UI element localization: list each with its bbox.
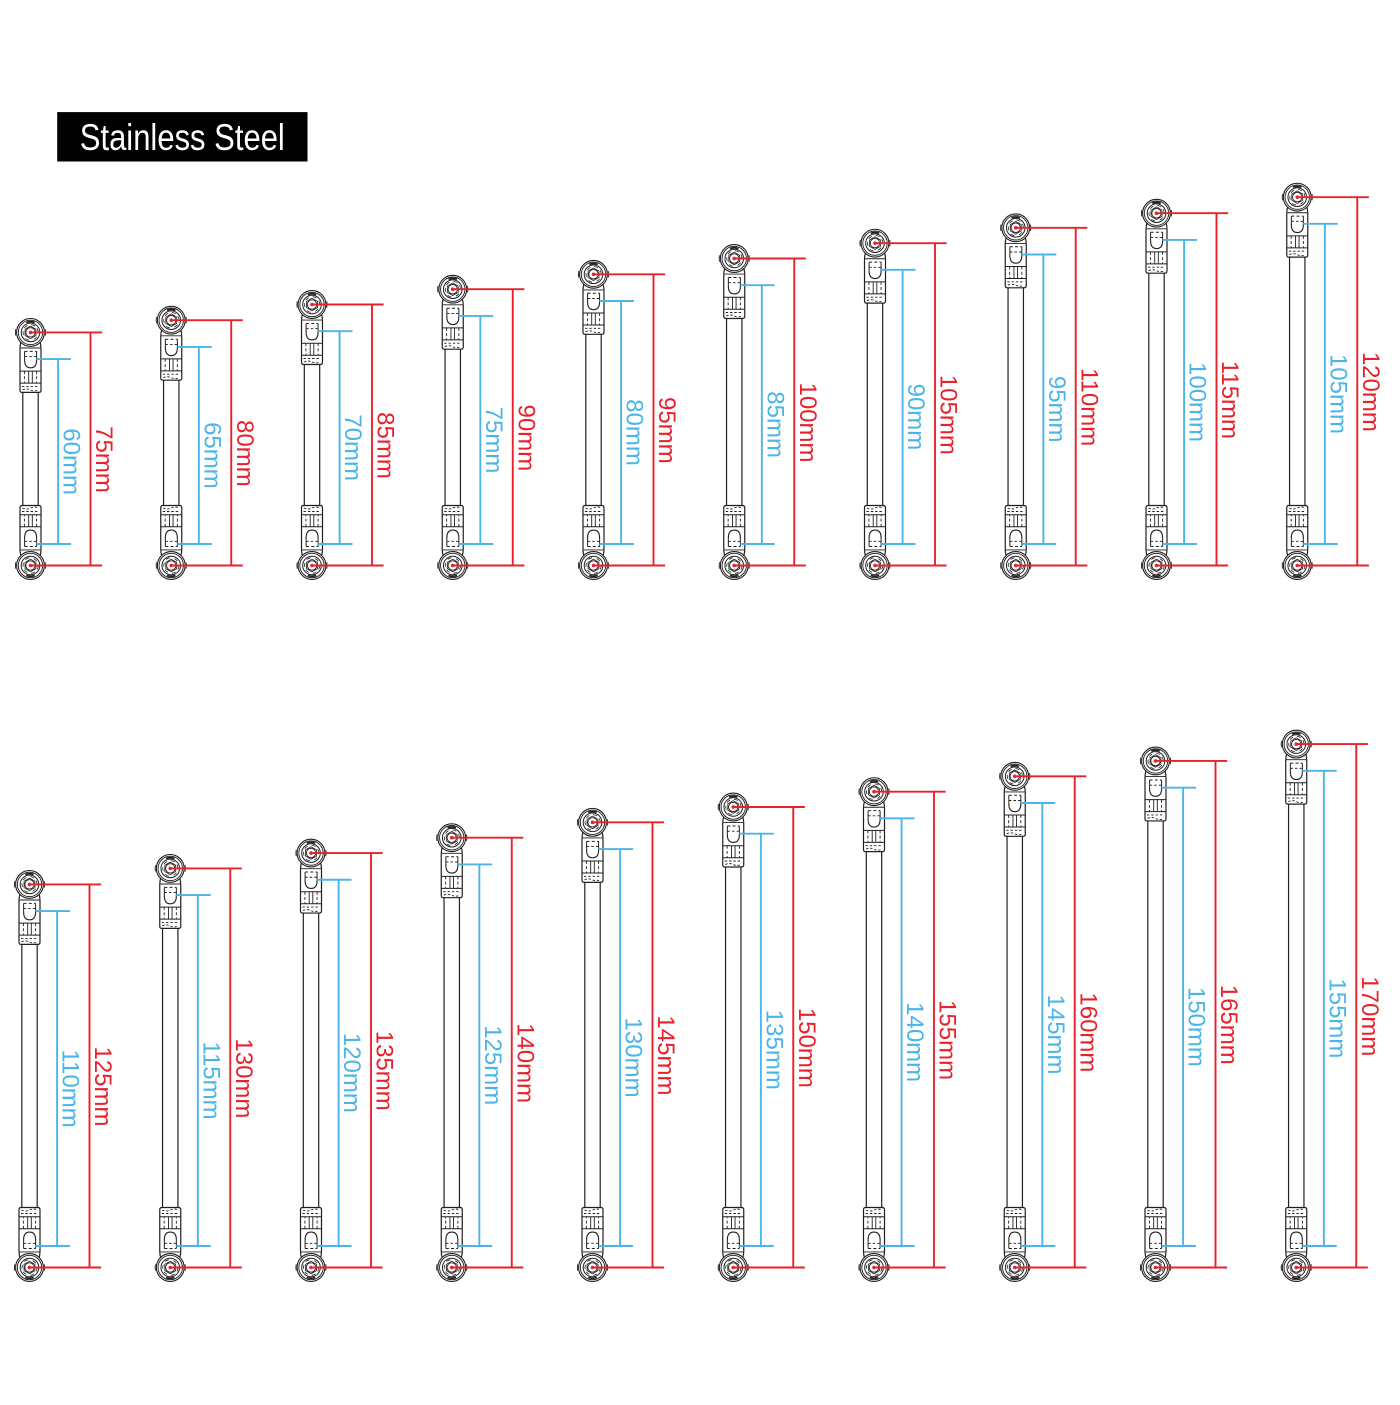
svg-text:100mm: 100mm: [1184, 362, 1211, 442]
svg-text:150mm: 150mm: [793, 1008, 820, 1088]
svg-text:95mm: 95mm: [653, 397, 680, 464]
svg-text:155mm: 155mm: [934, 1000, 961, 1080]
svg-text:145mm: 145mm: [1042, 994, 1069, 1074]
svg-text:130mm: 130mm: [230, 1038, 257, 1118]
svg-text:90mm: 90mm: [902, 384, 929, 451]
svg-text:135mm: 135mm: [371, 1031, 398, 1111]
svg-text:145mm: 145mm: [652, 1015, 679, 1095]
svg-text:165mm: 165mm: [1215, 985, 1242, 1065]
svg-text:115mm: 115mm: [197, 1041, 224, 1119]
svg-text:115mm: 115mm: [1216, 361, 1243, 439]
svg-text:75mm: 75mm: [90, 426, 117, 493]
svg-text:140mm: 140mm: [511, 1023, 538, 1103]
svg-text:65mm: 65mm: [198, 422, 225, 489]
svg-text:105mm: 105mm: [1324, 354, 1351, 434]
svg-text:155mm: 155mm: [1323, 978, 1350, 1058]
svg-text:120mm: 120mm: [1357, 352, 1384, 432]
svg-text:75mm: 75mm: [480, 407, 507, 474]
svg-text:Stainless Steel: Stainless Steel: [80, 118, 285, 159]
svg-text:100mm: 100mm: [794, 382, 821, 462]
svg-text:70mm: 70mm: [339, 414, 366, 481]
svg-text:130mm: 130mm: [620, 1018, 647, 1098]
svg-text:135mm: 135mm: [760, 1010, 787, 1090]
svg-text:120mm: 120mm: [338, 1033, 365, 1113]
svg-text:125mm: 125mm: [89, 1046, 116, 1126]
svg-text:90mm: 90mm: [512, 405, 539, 472]
svg-text:80mm: 80mm: [231, 420, 258, 487]
svg-text:80mm: 80mm: [621, 399, 648, 466]
svg-text:110mm: 110mm: [1075, 368, 1102, 446]
svg-text:160mm: 160mm: [1074, 992, 1101, 1072]
svg-text:85mm: 85mm: [761, 391, 788, 458]
svg-text:125mm: 125mm: [479, 1025, 506, 1105]
svg-text:85mm: 85mm: [372, 412, 399, 479]
svg-text:170mm: 170mm: [1356, 976, 1383, 1056]
svg-text:110mm: 110mm: [57, 1049, 84, 1127]
svg-text:60mm: 60mm: [58, 428, 85, 495]
svg-text:140mm: 140mm: [901, 1002, 928, 1082]
svg-text:150mm: 150mm: [1183, 987, 1210, 1067]
svg-text:95mm: 95mm: [1043, 376, 1070, 443]
svg-text:105mm: 105mm: [935, 375, 962, 455]
